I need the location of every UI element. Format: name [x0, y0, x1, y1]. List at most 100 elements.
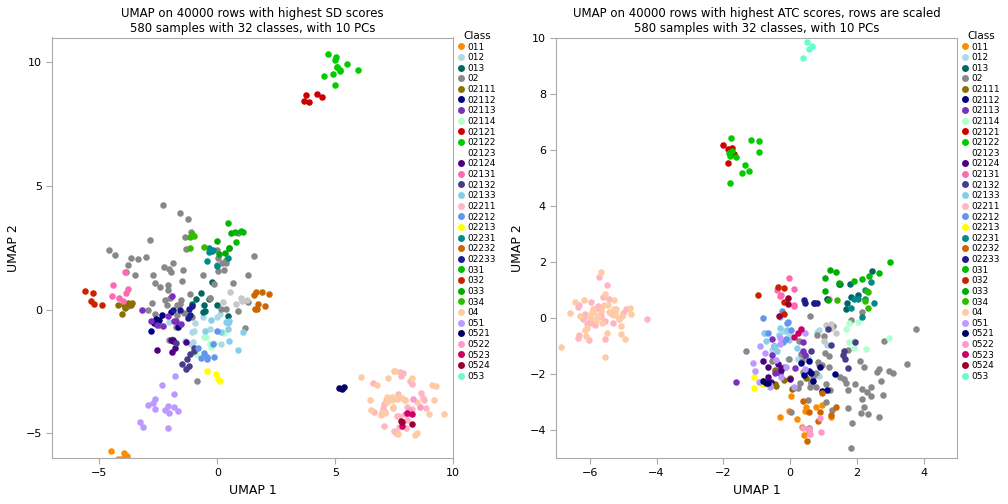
Point: [773, 372, 789, 381]
Point: [604, 310, 620, 319]
Point: [777, 335, 793, 343]
Point: [138, 253, 154, 261]
Point: [605, 308, 621, 316]
Point: [151, 316, 167, 324]
Point: [597, 353, 613, 361]
Point: [811, 360, 828, 368]
Point: [801, 408, 817, 416]
Point: [393, 372, 409, 380]
Point: [781, 330, 797, 338]
Point: [159, 402, 175, 410]
Point: [783, 392, 799, 400]
Point: [135, 423, 151, 431]
Point: [861, 272, 877, 280]
Point: [240, 271, 256, 279]
Point: [577, 310, 593, 318]
Point: [117, 304, 133, 312]
Point: [816, 287, 833, 295]
Point: [837, 355, 853, 363]
Point: [365, 379, 381, 387]
Point: [772, 291, 788, 299]
Point: [787, 364, 803, 372]
Point: [745, 359, 761, 367]
Point: [222, 288, 238, 296]
Point: [157, 406, 173, 414]
Point: [221, 244, 237, 252]
Point: [614, 330, 630, 338]
Point: [831, 280, 847, 288]
Point: [607, 310, 623, 319]
Point: [802, 430, 818, 438]
Point: [202, 243, 218, 251]
Point: [871, 269, 887, 277]
Point: [166, 403, 182, 411]
Point: [180, 310, 197, 318]
Point: [762, 384, 778, 392]
Point: [391, 423, 407, 431]
Point: [811, 414, 828, 422]
Point: [772, 340, 788, 348]
Point: [752, 342, 768, 350]
Point: [195, 313, 211, 321]
Point: [172, 300, 188, 308]
Point: [608, 305, 624, 313]
Point: [839, 305, 855, 313]
Point: [221, 244, 237, 252]
Point: [618, 305, 634, 313]
Point: [801, 383, 817, 391]
Point: [187, 350, 204, 358]
Point: [152, 282, 168, 290]
Point: [247, 305, 263, 313]
Point: [404, 420, 420, 428]
Point: [327, 81, 343, 89]
Point: [228, 238, 244, 246]
Point: [147, 309, 163, 318]
Point: [398, 403, 414, 411]
Point: [308, 90, 325, 98]
Point: [723, 134, 739, 142]
Point: [770, 283, 786, 291]
Point: [596, 301, 612, 309]
Point: [196, 334, 212, 342]
Point: [178, 245, 195, 253]
Point: [856, 363, 872, 371]
Point: [802, 312, 818, 320]
Point: [799, 437, 815, 445]
Point: [768, 382, 784, 390]
Point: [594, 312, 610, 320]
Point: [607, 296, 623, 304]
Point: [816, 332, 833, 340]
Point: [77, 287, 93, 295]
Point: [239, 296, 255, 304]
Point: [795, 347, 811, 355]
Point: [163, 336, 179, 344]
Point: [327, 56, 343, 64]
Point: [212, 250, 228, 259]
Point: [751, 379, 767, 387]
Point: [301, 98, 318, 106]
Point: [600, 301, 616, 309]
Point: [789, 344, 805, 352]
Point: [398, 424, 414, 432]
Point: [838, 325, 854, 333]
Point: [591, 273, 607, 281]
Point: [592, 305, 608, 313]
Point: [783, 326, 799, 334]
Point: [403, 410, 419, 418]
Point: [568, 298, 584, 306]
Point: [85, 289, 101, 297]
Point: [132, 417, 148, 425]
Point: [866, 299, 882, 307]
Point: [249, 304, 265, 312]
Point: [824, 341, 840, 349]
Point: [180, 305, 197, 313]
Point: [802, 377, 818, 385]
Point: [843, 293, 859, 301]
Point: [238, 324, 254, 332]
Point: [149, 322, 165, 330]
Point: [746, 373, 762, 381]
Point: [797, 352, 813, 360]
Point: [206, 339, 222, 347]
Point: [751, 137, 767, 145]
Point: [863, 278, 879, 286]
